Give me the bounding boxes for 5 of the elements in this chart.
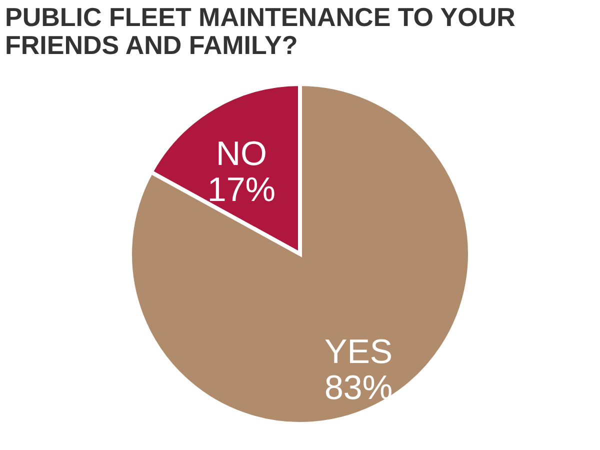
data-label: 83% bbox=[324, 368, 393, 407]
slice-label: YES bbox=[324, 332, 393, 371]
data-label: 17% bbox=[207, 171, 276, 210]
slice-label: NO bbox=[216, 135, 267, 174]
chart-title: PUBLIC FLEET MAINTENANCE TO YOUR FRIENDS AND FAMILY? bbox=[5, 2, 516, 60]
